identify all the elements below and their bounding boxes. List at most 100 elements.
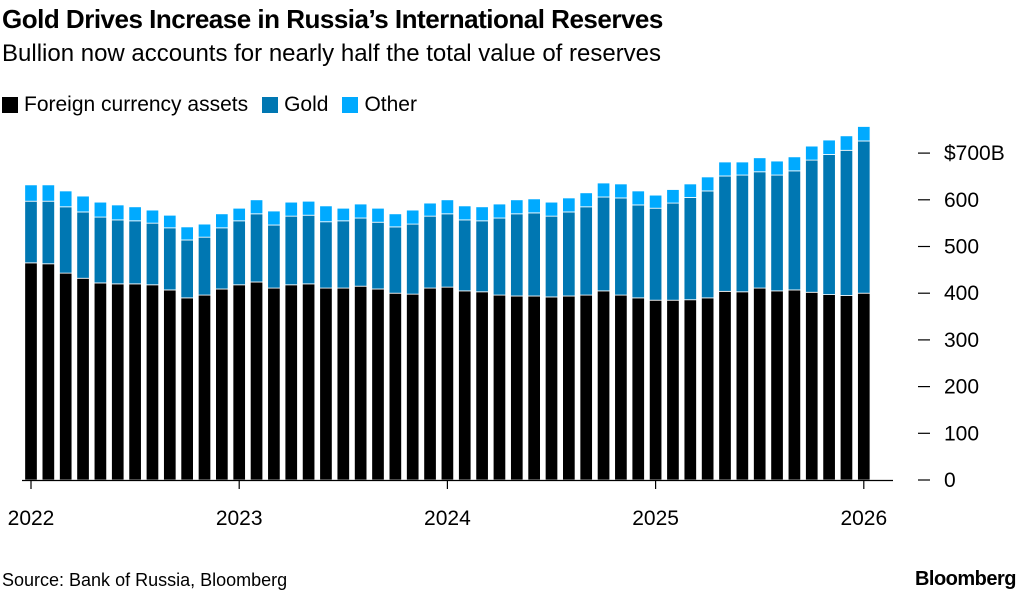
bar-gold-2023-07 <box>336 220 350 289</box>
bar-gold-2024-09 <box>579 206 593 296</box>
legend-item-other: Other <box>342 93 417 117</box>
bar-gold-2022-01 <box>24 200 38 264</box>
bar-other-2023-12 <box>423 202 437 217</box>
bar-other-2023-04 <box>284 201 298 217</box>
bar-gold-2022-03 <box>59 206 73 274</box>
bar-other-2023-10 <box>388 213 403 228</box>
bar-other-2022-08 <box>145 209 160 224</box>
y-tick-label: 500 <box>944 236 979 259</box>
legend-swatch <box>2 97 18 113</box>
bar-other-2025-06 <box>735 161 749 176</box>
bar-other-2023-09 <box>371 207 385 223</box>
legend-item-foreign-currency: Foreign currency assets <box>2 93 248 117</box>
bar-gold-2025-06 <box>735 174 749 293</box>
legend-label: Other <box>364 93 417 116</box>
bar-foreign-currency-assets-2023-12 <box>423 287 437 481</box>
bar-other-2024-09 <box>579 192 593 208</box>
bar-gold-2023-02 <box>249 213 264 283</box>
bar-other-2025-11 <box>822 139 836 155</box>
bar-other-2022-05 <box>93 201 108 218</box>
bar-gold-2024-10 <box>596 196 611 292</box>
bar-gold-2025-01 <box>648 207 663 301</box>
bar-gold-2022-02 <box>41 200 55 265</box>
bar-gold-2024-04 <box>492 217 507 296</box>
bar-gold-2023-11 <box>406 223 420 295</box>
bar-other-2025-01 <box>648 194 663 209</box>
bar-foreign-currency-assets-2024-08 <box>562 295 576 481</box>
bar-gold-2025-10 <box>805 159 819 293</box>
bar-gold-2023-06 <box>319 221 333 289</box>
bar-gold-2022-06 <box>111 219 125 285</box>
bar-gold-2022-11 <box>197 236 212 296</box>
bar-gold-2023-05 <box>301 214 316 285</box>
bar-gold-2025-05 <box>718 175 732 292</box>
bar-other-2022-06 <box>111 204 125 221</box>
y-tick-label: $700B <box>944 142 1005 165</box>
bar-gold-2024-05 <box>510 213 524 297</box>
bar-foreign-currency-assets-2023-11 <box>406 293 420 481</box>
bar-gold-2023-12 <box>423 215 437 289</box>
bar-foreign-currency-assets-2024-11 <box>614 294 628 481</box>
bar-foreign-currency-assets-2022-07 <box>128 283 142 481</box>
bar-foreign-currency-assets-2023-04 <box>284 284 298 481</box>
bar-gold-2022-12 <box>215 227 229 290</box>
bar-foreign-currency-assets-2025-12 <box>839 295 854 481</box>
bar-other-2022-10 <box>180 226 194 241</box>
bar-foreign-currency-assets-2025-08 <box>770 290 784 481</box>
bar-foreign-currency-assets-2022-04 <box>76 277 90 481</box>
bar-other-2025-10 <box>805 145 819 161</box>
bar-foreign-currency-assets-2024-07 <box>544 296 559 481</box>
legend-label: Gold <box>284 93 329 116</box>
bar-foreign-currency-assets-2026-01 <box>857 292 871 481</box>
bar-foreign-currency-assets-2024-10 <box>596 290 611 481</box>
bar-foreign-currency-assets-2024-09 <box>579 294 593 481</box>
bar-other-2026-01 <box>857 126 871 142</box>
bar-gold-2024-01 <box>440 213 455 288</box>
bar-foreign-currency-assets-2023-03 <box>267 287 281 481</box>
bar-foreign-currency-assets-2025-09 <box>787 289 802 481</box>
bar-other-2024-11 <box>614 183 628 199</box>
bar-gold-2025-03 <box>683 197 697 301</box>
bar-other-2025-12 <box>839 135 854 151</box>
bar-other-2025-05 <box>718 161 732 177</box>
bar-other-2022-01 <box>24 184 38 202</box>
bar-gold-2025-12 <box>839 149 854 296</box>
bar-other-2024-08 <box>562 197 576 213</box>
bar-foreign-currency-assets-2022-12 <box>215 288 229 481</box>
bar-other-2023-07 <box>336 207 350 222</box>
chart-title: Gold Drives Increase in Russia’s Interna… <box>2 4 663 34</box>
bar-other-2022-03 <box>59 190 73 208</box>
chart-subtitle: Bullion now accounts for nearly half the… <box>2 40 662 67</box>
bar-other-2022-04 <box>76 195 90 213</box>
bar-gold-2022-04 <box>76 211 90 279</box>
bar-gold-2025-08 <box>770 174 784 292</box>
bar-other-2022-09 <box>163 214 177 229</box>
bar-gold-2022-10 <box>180 239 194 299</box>
bar-gold-2025-09 <box>787 170 802 291</box>
x-tick-label: 2022 <box>8 507 55 530</box>
bar-foreign-currency-assets-2025-06 <box>735 291 749 481</box>
y-tick-label: 600 <box>944 189 979 212</box>
bar-other-2024-10 <box>596 182 611 198</box>
bar-other-2025-09 <box>787 156 802 172</box>
bar-gold-2024-07 <box>544 215 559 298</box>
bar-gold-2022-08 <box>145 222 160 286</box>
bar-gold-2024-02 <box>458 219 472 292</box>
bar-other-2022-07 <box>128 206 142 222</box>
bar-other-2024-12 <box>631 190 645 206</box>
legend-label: Foreign currency assets <box>24 93 249 116</box>
bar-foreign-currency-assets-2023-06 <box>319 287 333 481</box>
bar-foreign-currency-assets-2023-02 <box>249 281 264 481</box>
bar-other-2025-03 <box>683 183 697 198</box>
x-tick-label: 2025 <box>632 507 679 530</box>
bar-foreign-currency-assets-2025-05 <box>718 290 732 481</box>
bar-foreign-currency-assets-2024-01 <box>440 286 455 481</box>
bar-other-2023-08 <box>353 203 368 219</box>
bar-foreign-currency-assets-2025-03 <box>683 299 697 481</box>
bar-foreign-currency-assets-2025-04 <box>701 297 715 481</box>
bar-gold-2025-07 <box>753 171 767 289</box>
bar-gold-2023-04 <box>284 215 298 286</box>
source-note: Source: Bank of Russia, Bloomberg <box>2 570 288 590</box>
bar-gold-2024-03 <box>475 220 489 293</box>
bar-gold-2022-09 <box>163 227 177 291</box>
